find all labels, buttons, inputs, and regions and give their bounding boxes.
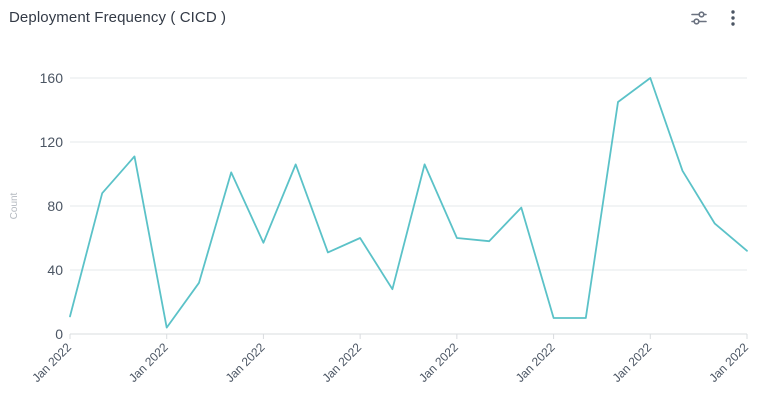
- x-tick-label: Jan 2022: [223, 340, 268, 385]
- widget-header: Deployment Frequency ( CICD ): [0, 0, 769, 36]
- x-tick-label: Jan 2022: [706, 340, 751, 385]
- x-tick-label: Jan 2022: [416, 340, 461, 385]
- widget-title: Deployment Frequency ( CICD ): [9, 9, 227, 26]
- x-tick-label: Jan 2022: [610, 340, 655, 385]
- y-tick-label: 120: [40, 134, 64, 150]
- line-chart: 0 40 80 120 160 Jan 2022 Jan 2022 Jan 2022 Jan 2…: [0, 36, 769, 414]
- more-options-button[interactable]: [721, 6, 745, 30]
- y-tick-label: 0: [55, 326, 63, 342]
- series-line: [69, 77, 748, 329]
- x-tick-label: Jan 2022: [29, 340, 74, 385]
- y-axis-label: Count: [9, 192, 20, 219]
- x-tick-label: Jan 2022: [513, 340, 558, 385]
- more-vertical-icon: [723, 8, 743, 28]
- sliders-icon: [689, 8, 709, 28]
- y-tick-label: 40: [47, 262, 63, 278]
- y-tick-label: 160: [40, 70, 64, 86]
- chart-svg: 0 40 80 120 160 Jan 2022 Jan 2022 Jan 2022 Jan 2…: [9, 70, 751, 385]
- filter-settings-button[interactable]: [687, 6, 711, 30]
- x-tick-label: Jan 2022: [319, 340, 364, 385]
- y-tick-label: 80: [47, 198, 63, 214]
- x-tick-label: Jan 2022: [126, 340, 171, 385]
